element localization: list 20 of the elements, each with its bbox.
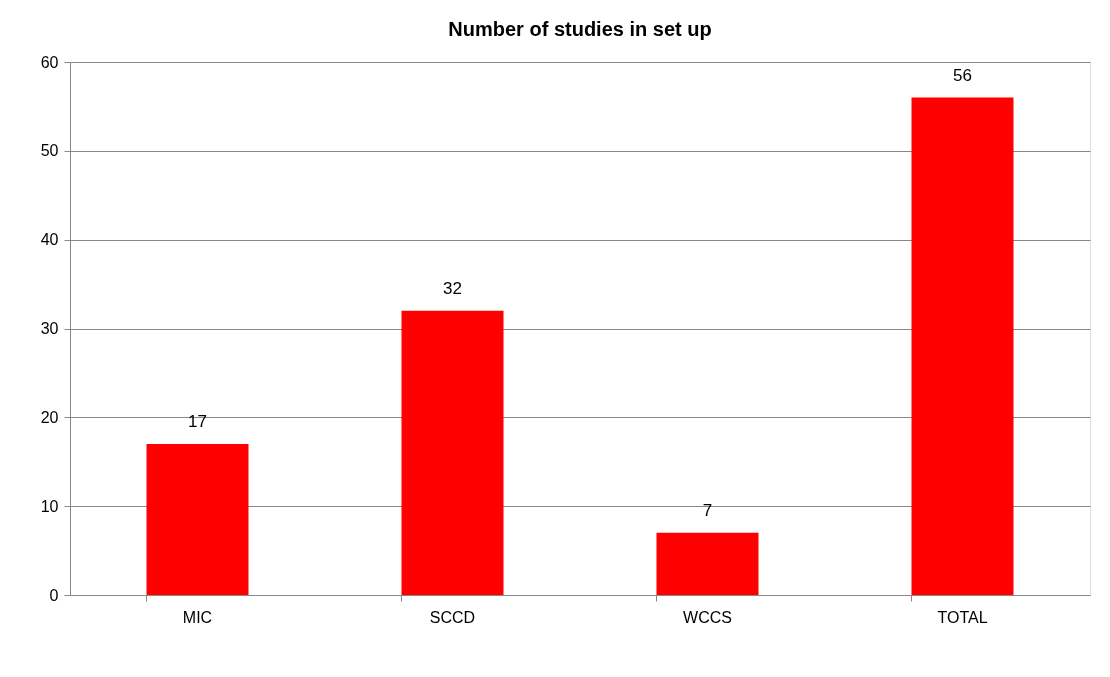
data-label: 32 <box>443 278 462 298</box>
bar <box>401 310 504 595</box>
y-tick-label: 50 <box>40 142 59 160</box>
data-label: 17 <box>188 411 207 431</box>
y-tick-label: 20 <box>40 408 59 426</box>
y-tick-label: 40 <box>40 231 59 249</box>
x-tick-label: WCCS <box>683 608 732 626</box>
bar <box>911 97 1014 595</box>
y-tick-label: 60 <box>40 53 59 71</box>
bar <box>656 532 759 595</box>
chart-title: Number of studies in set up <box>448 18 712 40</box>
y-tick-label: 0 <box>49 586 59 604</box>
data-label: 56 <box>953 65 972 85</box>
y-tick-label: 30 <box>40 320 59 337</box>
x-tick-label: TOTAL <box>937 608 988 626</box>
y-tick-label: 10 <box>40 497 59 515</box>
bar <box>146 443 249 595</box>
x-tick-label: MIC <box>182 608 213 626</box>
x-tick-label: SCCD <box>429 608 476 626</box>
data-label: 7 <box>702 500 713 520</box>
